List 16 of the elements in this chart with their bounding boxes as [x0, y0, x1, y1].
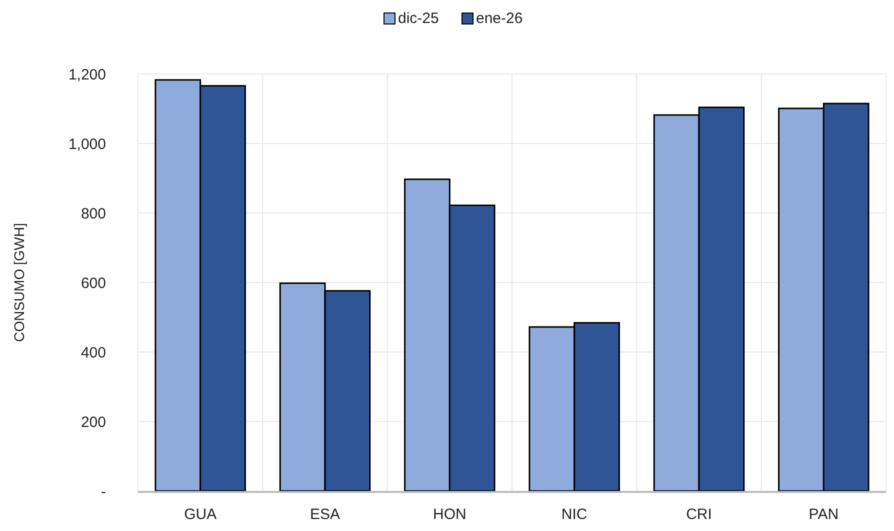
- y-tick-label: -: [101, 483, 106, 500]
- legend-label: ene-26: [476, 10, 523, 27]
- y-tick-label: 1,000: [68, 136, 106, 153]
- x-tick-label: NIC: [561, 506, 588, 523]
- y-tick-label: 400: [80, 344, 106, 362]
- legend-label: dic-25: [398, 10, 439, 27]
- x-tick-label: PAN: [808, 506, 839, 523]
- y-tick-label: 200: [80, 414, 106, 431]
- x-tick-label: CRI: [686, 506, 712, 523]
- y-tick-label: 600: [80, 274, 106, 292]
- x-tick-label: ESA: [310, 506, 340, 523]
- y-tick-label: 1,200: [68, 66, 106, 84]
- y-axis-title: CONSUMO [GWH]: [11, 223, 27, 342]
- x-tick-label: HON: [432, 506, 466, 523]
- x-tick-label: GUA: [184, 506, 217, 523]
- y-tick-label: 800: [80, 205, 106, 222]
